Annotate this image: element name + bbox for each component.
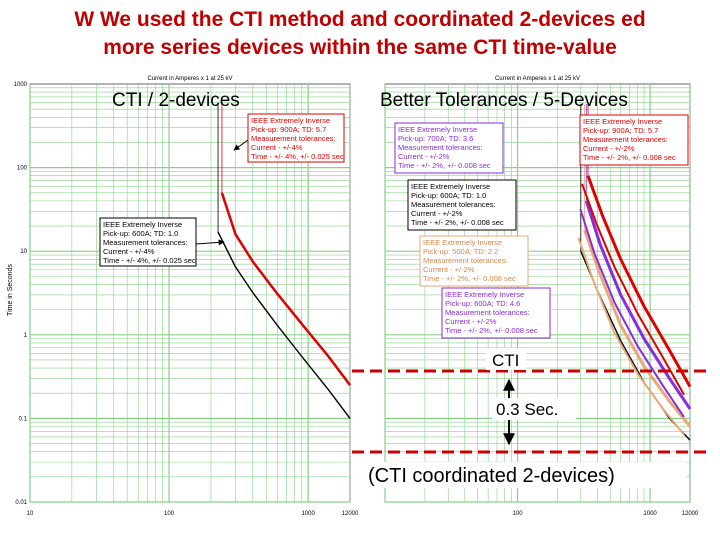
y-tick-label: 0.1 [19, 416, 28, 422]
cti-label-bg [486, 348, 526, 370]
curve-tan-band [577, 237, 685, 436]
setting-label-line: Pick-up: 600A; TD: 1.0 [411, 191, 486, 200]
setting-label-line: Time - +/- 4%, +/- 0.025 sec [251, 152, 344, 161]
cti-value-bg [492, 398, 576, 420]
setting-label-line: Measurement tolerances: [445, 308, 530, 317]
y-tick-label: 1 [24, 333, 28, 339]
setting-label-line: IEEE Extremely Inverse [251, 116, 330, 125]
setting-label-line: Time - +/- 2%, +/- 0.008 sec [423, 274, 516, 283]
curve-purple [584, 200, 692, 410]
right-overlay-title: Better Tolerances / 5-Devices [380, 90, 628, 111]
label-arrow [195, 239, 225, 246]
setting-label-line: Measurement tolerances: [103, 238, 188, 247]
setting-label-line: Current - +/-2% [445, 317, 497, 326]
setting-label-line: Current - +/-4% [103, 247, 155, 256]
curve-red [220, 192, 351, 386]
y-tick-label: 1000 [14, 82, 28, 88]
curve-black [217, 231, 351, 419]
slide-title-line-1: W We used the CTI method and coordinated… [74, 8, 646, 31]
curve-tan [583, 229, 692, 428]
x-tick-label: 12000 [342, 511, 359, 517]
curve-purple-band [579, 208, 685, 418]
setting-label-line: IEEE Extremely Inverse [423, 238, 502, 247]
y-tick-label: 0.01 [15, 500, 27, 506]
y-tick-label: 10 [20, 249, 27, 255]
setting-label-box [99, 217, 197, 267]
setting-label-line: Pick-up: 900A; TD: 5.7 [583, 126, 658, 135]
setting-label-box [247, 113, 345, 163]
slide-title-line-2: more series devices within the same CTI … [103, 36, 617, 59]
setting-label-line: Pick-up: 600A; TD: 1.0 [103, 229, 178, 238]
cti-note-bg [364, 462, 686, 488]
setting-label-line: Measurement tolerances: [398, 143, 483, 152]
label-arrow [233, 139, 249, 151]
x-tick-label: 12000 [682, 511, 699, 517]
setting-label-line: IEEE Extremely Inverse [583, 117, 662, 126]
chart-header-title: Current in Amperes x 1 at 25 kV [147, 76, 232, 82]
setting-label-box [419, 235, 529, 287]
cti-note: (CTI coordinated 2-devices) [368, 465, 615, 487]
setting-label-line: Pick-up: 500A; TD: 2.2 [423, 247, 498, 256]
setting-label-line: IEEE Extremely Inverse [398, 125, 477, 134]
cti-label: CTI [492, 351, 519, 370]
x-tick-label: 100 [164, 511, 175, 517]
setting-label-line: Pick-up: 600A; TD: 4.6 [445, 299, 520, 308]
setting-label-box [441, 287, 551, 339]
curve-red-band [581, 183, 685, 396]
y-axis-title: Time in Seconds [7, 264, 14, 316]
slide-title: W We used the CTI method and coordinated… [0, 6, 720, 62]
setting-label-line: Pick-up: 700A; TD: 3.6 [398, 134, 473, 143]
setting-label-line: Measurement tolerances: [423, 256, 508, 265]
x-tick-label: 100 [513, 511, 524, 517]
setting-label-line: Measurement tolerances: [411, 200, 496, 209]
setting-label-line: Measurement tolerances: [583, 135, 668, 144]
x-tick-label: 1000 [301, 511, 315, 517]
setting-label-line: Current - +/-2% [411, 209, 463, 218]
setting-label-line: Time - +/- 4%, +/- 0.025 sec [103, 256, 196, 265]
left-overlay-title: CTI / 2-devices [112, 90, 240, 111]
setting-label-line: Current - +/-4% [251, 143, 303, 152]
setting-label-box [407, 179, 517, 231]
setting-label-line: Current - +/-2% [583, 144, 635, 153]
chart-right: Current in Amperes x 1 at 25 kV 100 1000 12… [384, 76, 699, 517]
setting-label-line: IEEE Extremely Inverse [445, 290, 524, 299]
setting-label-line: Time - +/- 2%, +/- 0.008 sec [583, 153, 676, 162]
setting-label-line: Measurement tolerances: [251, 134, 336, 143]
setting-label-line: Time - +/- 2%, +/- 0.008 sec [398, 161, 491, 170]
chart-header-title: Current in Amperes x 1 at 25 kV [495, 76, 580, 82]
y-tick-label: 100 [17, 166, 28, 172]
cti-value: 0.3 Sec. [496, 400, 558, 419]
setting-label-line: IEEE Extremely Inverse [411, 182, 490, 191]
setting-label-box [394, 122, 504, 174]
x-tick-label: 1000 [643, 511, 657, 517]
setting-label-box [579, 114, 689, 166]
x-tick-label: 10 [27, 511, 34, 517]
setting-label-line: IEEE Extremely Inverse [103, 220, 182, 229]
setting-label-line: Current - +/-2% [398, 152, 450, 161]
curve-red [586, 175, 692, 388]
setting-label-line: Time - +/- 2%, +/- 0.008 sec [411, 218, 504, 227]
setting-label-line: Pick-up: 900A; TD: 5.7 [251, 125, 326, 134]
setting-label-line: Current - +/-2% [423, 265, 475, 274]
setting-label-line: Time - +/- 2%, +/- 0.008 sec [445, 326, 538, 335]
